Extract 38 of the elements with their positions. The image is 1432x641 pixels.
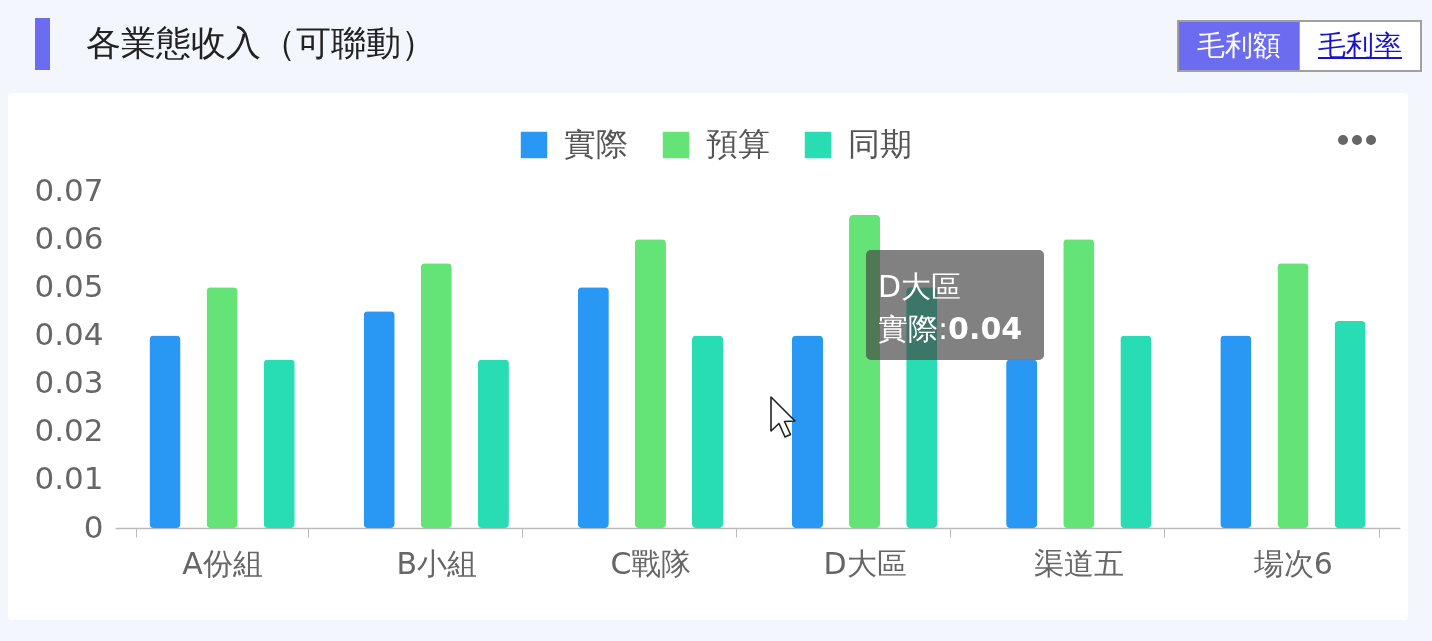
x-tick-label: D大區 xyxy=(823,545,907,581)
toggle-button: 毛利額 xyxy=(1179,22,1299,70)
chart-title: 各業態收入（可聯動） xyxy=(86,23,436,65)
x-tick-label: A份組 xyxy=(182,545,263,581)
bar xyxy=(1120,335,1152,528)
y-tick-label: 0.02 xyxy=(34,412,104,449)
bar xyxy=(263,359,295,528)
y-tick-label: 0.03 xyxy=(34,364,104,401)
bar xyxy=(1277,263,1309,528)
bar xyxy=(477,359,509,528)
bar xyxy=(1220,335,1252,528)
legend-label: 同期 xyxy=(848,125,912,163)
bar xyxy=(363,311,395,528)
bar xyxy=(577,287,609,528)
x-tick-label: B小組 xyxy=(396,545,478,581)
y-tick-label: 0.04 xyxy=(34,315,104,352)
legend-label: 預算 xyxy=(706,125,770,163)
bar xyxy=(1006,359,1038,528)
bar xyxy=(149,335,181,528)
bar xyxy=(634,239,666,528)
x-tick-label: 渠道五 xyxy=(1034,545,1125,581)
y-tick-label: 0.06 xyxy=(34,219,104,256)
bar xyxy=(206,287,238,528)
bar xyxy=(791,335,824,528)
legend-label: 實際 xyxy=(564,125,628,163)
bar xyxy=(691,335,724,528)
x-tick-label: C戰隊 xyxy=(610,545,692,581)
bar xyxy=(1063,239,1095,528)
bar xyxy=(849,215,881,528)
annotation: 實際:0.04 xyxy=(878,310,1023,348)
y-tick-label: 0.05 xyxy=(34,267,104,304)
y-tick-label: 0.01 xyxy=(34,460,104,497)
bar xyxy=(420,263,452,528)
y-tick-label: 0 xyxy=(83,508,104,545)
x-tick-label: 場次6 xyxy=(1252,545,1333,581)
y-tick-label: 0.07 xyxy=(34,171,104,208)
bar xyxy=(1334,320,1366,528)
toggle-button: 毛利率 xyxy=(1299,22,1420,70)
